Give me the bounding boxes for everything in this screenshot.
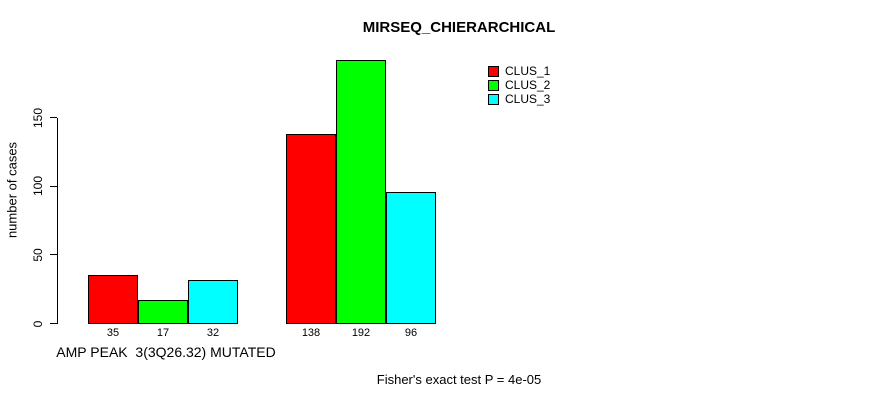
- legend-label: CLUS_3: [505, 92, 551, 106]
- legend-swatch-clus_3: [488, 93, 499, 105]
- bar-value-label: 192: [351, 327, 371, 339]
- bar-value-label: 32: [206, 327, 220, 339]
- bar-clus_3-group1: [188, 279, 238, 324]
- legend-label: CLUS_1: [505, 64, 551, 78]
- legend-item-clus_2: CLUS_2: [488, 78, 550, 92]
- fisher-test-note: Fisher's exact test P = 4e-05: [376, 372, 542, 387]
- y-axis-tick-label: 50: [31, 248, 45, 262]
- y-axis-tick: [50, 116, 57, 119]
- bar-clus_1-group2: [286, 133, 336, 324]
- legend: CLUS_1 CLUS_2 CLUS_3: [488, 64, 550, 106]
- bar-clus_2-group1: [138, 300, 188, 324]
- legend-swatch-clus_1: [488, 65, 499, 77]
- y-axis-tick-label: 150: [31, 107, 45, 128]
- chart-title: MIRSEQ_CHIERARCHICAL: [362, 19, 556, 36]
- bar-value-label: 35: [106, 327, 120, 339]
- y-axis-line: [57, 117, 59, 324]
- y-axis-label: number of cases: [4, 141, 20, 239]
- y-axis-tick: [50, 322, 57, 325]
- x-axis-label: AMP PEAK 3(3Q26.32) MUTATED: [56, 344, 276, 360]
- bar-value-label: 17: [156, 327, 170, 339]
- y-axis-tick: [50, 254, 57, 256]
- bar-clus_1-group1: [88, 275, 138, 324]
- bar-clus_3-group2: [386, 191, 436, 324]
- y-axis-tick: [50, 185, 57, 187]
- bar-value-label: 138: [301, 327, 321, 339]
- y-axis-tick-label: 0: [31, 320, 45, 327]
- legend-swatch-clus_2: [488, 79, 499, 91]
- legend-item-clus_1: CLUS_1: [488, 64, 550, 78]
- y-axis-tick-label: 100: [31, 176, 45, 197]
- bar-clus_2-group2: [336, 59, 386, 324]
- bar-value-label: 96: [404, 327, 418, 339]
- legend-item-clus_3: CLUS_3: [488, 92, 550, 106]
- legend-label: CLUS_2: [505, 78, 551, 92]
